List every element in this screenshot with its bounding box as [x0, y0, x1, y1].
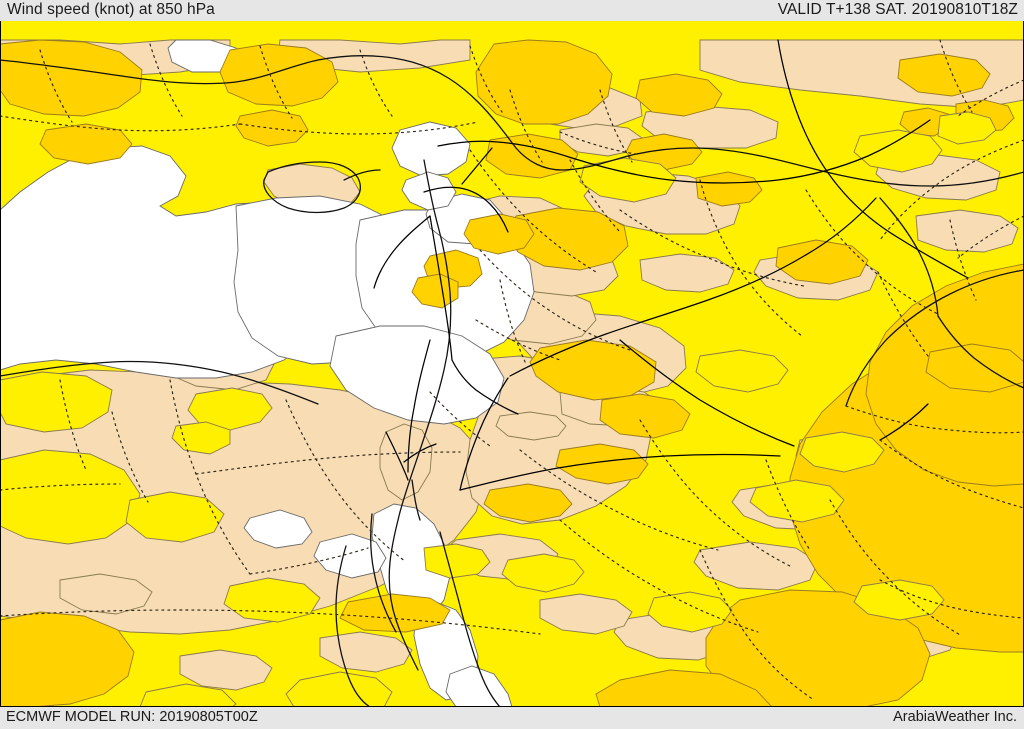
model-run-label: ECMWF MODEL RUN: 20190805T00Z — [6, 709, 258, 725]
map-canvas[interactable] — [0, 20, 1024, 707]
attribution-label: ArabiaWeather Inc. — [893, 709, 1017, 725]
valid-time-label: VALID T+138 SAT. 20190810T18Z — [777, 1, 1018, 18]
map-title: Wind speed (knot) at 850 hPa — [7, 1, 215, 18]
header-bar: Wind speed (knot) at 850 hPa VALID T+138… — [0, 0, 1024, 21]
national-borders — [373, 39, 969, 491]
forecast-map[interactable] — [0, 20, 1024, 707]
windband-white-group — [0, 39, 535, 707]
footer-bar: ECMWF MODEL RUN: 20190805T00Z ArabiaWeat… — [0, 707, 1024, 729]
windband-yellow-patch-group — [0, 111, 997, 707]
admin-borders — [0, 39, 1024, 701]
